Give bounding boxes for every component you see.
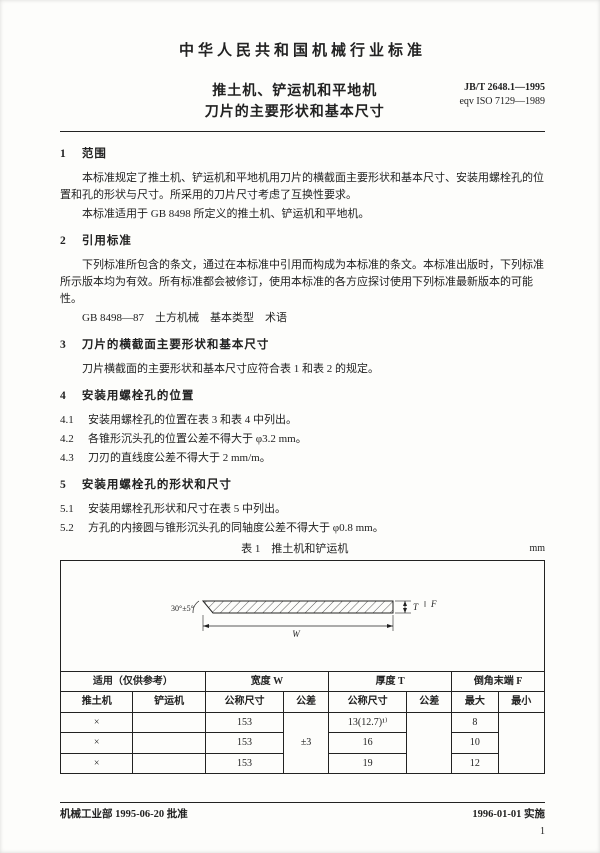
- cell: 153: [205, 712, 283, 733]
- cell: ×: [61, 733, 133, 754]
- sec4-item2: 4.2各锥形沉头孔的位置公差不得大于 φ3.2 mm。: [60, 431, 545, 448]
- footer-right: 1996-01-01 实施: [472, 807, 545, 823]
- sec2-p1: 下列标准所包含的条文，通过在本标准中引用而构成为本标准的条文。本标准出版时，下列…: [60, 257, 545, 308]
- sec3-p1: 刀片横截面的主要形状和基本尺寸应符合表 1 和表 2 的规定。: [60, 361, 545, 378]
- cell: 153: [205, 753, 283, 774]
- cell: ×: [61, 753, 133, 774]
- sec1-head: 1 范围: [60, 146, 545, 164]
- th-width: 宽度 W: [205, 671, 328, 692]
- eqv-no: eqv ISO 7129—1989: [459, 95, 545, 109]
- table1-header-row1: 适用（仅供参考） 宽度 W 厚度 T 倒角末端 F: [61, 671, 545, 692]
- sec4-i1-text: 安装用螺栓孔的位置在表 3 和表 4 中列出。: [88, 414, 297, 426]
- cell: 12: [452, 753, 498, 774]
- cell: [407, 712, 452, 774]
- doc-title-line2: 刀片的主要形状和基本尺寸: [130, 102, 459, 123]
- cell: [133, 753, 205, 774]
- table-row: × 153 ±3 13(12.7)¹⁾ 8: [61, 712, 545, 733]
- sec2-ref: GB 8498—87 土方机械 基本类型 术语: [60, 310, 545, 327]
- sec2-title: 引用标准: [82, 235, 132, 247]
- th-max: 最大: [452, 692, 498, 713]
- sec4-i3-num: 4.3: [60, 450, 88, 467]
- cell: 19: [329, 753, 407, 774]
- f-label: F: [430, 599, 437, 609]
- sec4-i1-num: 4.1: [60, 412, 88, 429]
- sec5-item2: 5.2方孔的内接圆与锥形沉头孔的同轴度公差不得大于 φ0.8 mm。: [60, 520, 545, 537]
- sec1-title: 范围: [82, 148, 107, 160]
- cell: 13(12.7)¹⁾: [329, 712, 407, 733]
- th-min: 最小: [498, 692, 544, 713]
- cell: [133, 712, 205, 733]
- sec3-head: 3 刀片的横截面主要形状和基本尺寸: [60, 337, 545, 355]
- table1-diagram-cell: 30°±5° W T: [61, 560, 545, 671]
- th-tol-t: 公差: [407, 692, 452, 713]
- sec4-item1: 4.1安装用螺栓孔的位置在表 3 和表 4 中列出。: [60, 412, 545, 429]
- table1-caption-row: 表 1 推土机和铲运机 mm: [60, 541, 545, 558]
- table1-unit: mm: [529, 541, 545, 557]
- cell-wt: ±3: [284, 712, 329, 774]
- sec1-num: 1: [60, 146, 78, 164]
- t-label: T: [413, 602, 419, 612]
- sec5-i1-num: 5.1: [60, 501, 88, 518]
- sec4-num: 4: [60, 388, 78, 406]
- sec5-i2-num: 5.2: [60, 520, 88, 537]
- sec1-p1: 本标准规定了推土机、铲运机和平地机用刀片的横截面主要形状和基本尺寸、安装用螺栓孔…: [60, 170, 545, 204]
- th-nom-w: 公称尺寸: [205, 692, 283, 713]
- table1-header-row2: 推土机 铲运机 公称尺寸 公差 公称尺寸 公差 最大 最小: [61, 692, 545, 713]
- header-rule: [60, 131, 545, 132]
- title-row: 推土机、铲运机和平地机 刀片的主要形状和基本尺寸 JB/T 2648.1—199…: [60, 81, 545, 123]
- sec4-item3: 4.3刀刃的直线度公差不得大于 2 mm/m。: [60, 450, 545, 467]
- footer-left: 机械工业部 1995-06-20 批准: [60, 807, 188, 823]
- doc-id-block: JB/T 2648.1—1995 eqv ISO 7129—1989: [459, 81, 545, 109]
- sec4-i2-text: 各锥形沉头孔的位置公差不得大于 φ3.2 mm。: [88, 433, 307, 445]
- w-label: W: [292, 629, 301, 639]
- sec2-head: 2 引用标准: [60, 233, 545, 251]
- th-nom-t: 公称尺寸: [329, 692, 407, 713]
- sec4-head: 4 安装用螺栓孔的位置: [60, 388, 545, 406]
- cell: 16: [329, 733, 407, 754]
- cell: ×: [61, 712, 133, 733]
- cell: [498, 712, 544, 774]
- cell: 10: [452, 733, 498, 754]
- blade-diagram: 30°±5° W T: [143, 571, 463, 661]
- footer: 机械工业部 1995-06-20 批准 1996-01-01 实施: [60, 802, 545, 823]
- page: 中华人民共和国机械行业标准 推土机、铲运机和平地机 刀片的主要形状和基本尺寸 J…: [0, 0, 600, 853]
- table1: 30°±5° W T: [60, 560, 545, 775]
- doc-title-line1: 推土机、铲运机和平地机: [130, 81, 459, 102]
- sec5-title: 安装用螺栓孔的形状和尺寸: [82, 479, 232, 491]
- th-tip: 倒角末端 F: [452, 671, 545, 692]
- sec4-i3-text: 刀刃的直线度公差不得大于 2 mm/m。: [88, 452, 271, 464]
- std-no: JB/T 2648.1—1995: [459, 81, 545, 95]
- cell: 8: [452, 712, 498, 733]
- footer-rule: [60, 802, 545, 803]
- th-applic: 适用（仅供参考）: [61, 671, 206, 692]
- sec4-i2-num: 4.2: [60, 431, 88, 448]
- doc-title: 推土机、铲运机和平地机 刀片的主要形状和基本尺寸: [60, 81, 459, 123]
- sec5-num: 5: [60, 477, 78, 495]
- table1-caption: 表 1 推土机和铲运机: [241, 543, 348, 555]
- sec5-i1-text: 安装用螺栓孔形状和尺寸在表 5 中列出。: [88, 503, 286, 515]
- th-tol-w: 公差: [284, 692, 329, 713]
- sec5-head: 5 安装用螺栓孔的形状和尺寸: [60, 477, 545, 495]
- angle-label: 30°±5°: [171, 604, 194, 613]
- page-number: 1: [540, 824, 545, 840]
- cell: [133, 733, 205, 754]
- th-thick: 厚度 T: [329, 671, 452, 692]
- sec3-num: 3: [60, 337, 78, 355]
- sec3-title: 刀片的横截面主要形状和基本尺寸: [82, 339, 270, 351]
- sec5-i2-text: 方孔的内接圆与锥形沉头孔的同轴度公差不得大于 φ0.8 mm。: [88, 522, 384, 534]
- sec5-item1: 5.1安装用螺栓孔形状和尺寸在表 5 中列出。: [60, 501, 545, 518]
- sec2-num: 2: [60, 233, 78, 251]
- org-title: 中华人民共和国机械行业标准: [60, 40, 545, 63]
- sec1-p2: 本标准适用于 GB 8498 所定义的推土机、铲运机和平地机。: [60, 206, 545, 223]
- cell: 153: [205, 733, 283, 754]
- sec4-title: 安装用螺栓孔的位置: [82, 390, 195, 402]
- th-c1: 推土机: [61, 692, 133, 713]
- th-c2: 铲运机: [133, 692, 205, 713]
